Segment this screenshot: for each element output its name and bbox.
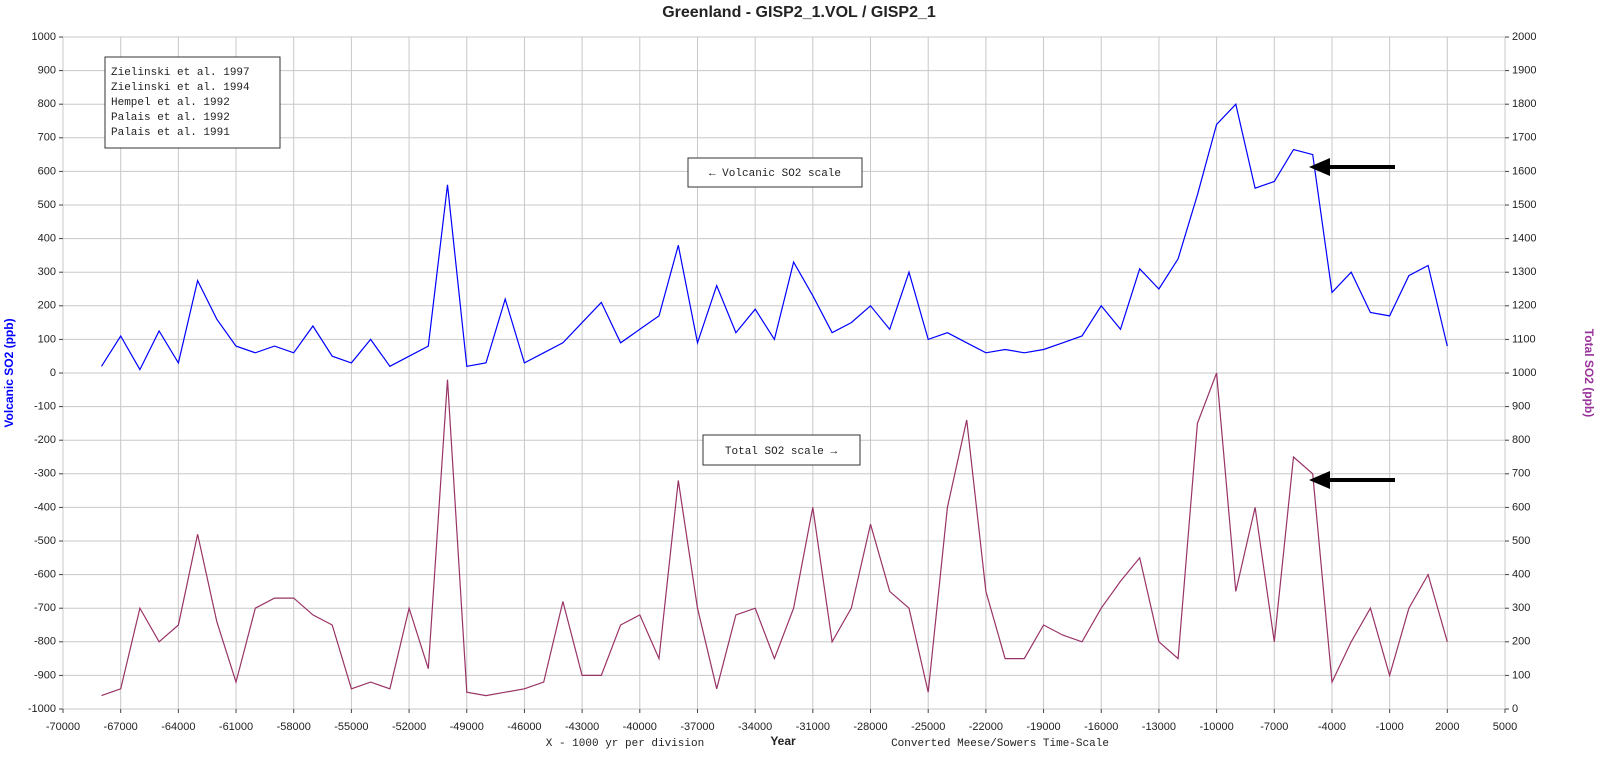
- x-axis-label: Year: [770, 734, 796, 748]
- x-tick-label: -10000: [1199, 721, 1233, 733]
- annotation: X - 1000 yr per division: [546, 738, 704, 750]
- y2-tick-label: 1900: [1512, 65, 1536, 77]
- arrow: [1309, 158, 1395, 176]
- y2-tick-label: 1200: [1512, 300, 1536, 312]
- y-tick-label: -200: [34, 434, 56, 446]
- x-tick-label: 5000: [1493, 721, 1517, 733]
- y-tick-label: 100: [38, 333, 56, 345]
- y-tick-label: 900: [38, 65, 56, 77]
- y-tick-label: 300: [38, 266, 56, 278]
- y2-tick-label: 1700: [1512, 132, 1536, 144]
- y-tick-label: 600: [38, 165, 56, 177]
- x-tick-label: -7000: [1260, 721, 1288, 733]
- x-tick-label: -28000: [853, 721, 887, 733]
- x-tick-label: -4000: [1318, 721, 1346, 733]
- annotation: ← Volcanic SO2 scale: [709, 168, 841, 180]
- reference: Palais et al. 1991: [111, 127, 230, 139]
- x-tick-label: -64000: [161, 721, 195, 733]
- arrow: [1309, 471, 1395, 489]
- y2-tick-label: 2000: [1512, 31, 1536, 43]
- y-tick-label: -400: [34, 501, 56, 513]
- y2-tick-label: 200: [1512, 636, 1530, 648]
- y2-tick-label: 1300: [1512, 266, 1536, 278]
- x-tick-label: 2000: [1435, 721, 1459, 733]
- x-tick-label: -58000: [277, 721, 311, 733]
- y-tick-label: 800: [38, 98, 56, 110]
- x-tick-label: -70000: [46, 721, 80, 733]
- y2-tick-label: 700: [1512, 468, 1530, 480]
- x-tick-label: -19000: [1026, 721, 1060, 733]
- x-tick-label: -40000: [623, 721, 657, 733]
- series-line: [101, 372, 1448, 697]
- y-tick-label: -900: [34, 669, 56, 681]
- x-tick-label: -34000: [738, 721, 772, 733]
- y2-tick-label: 1100: [1512, 333, 1536, 345]
- y2-tick-label: 100: [1512, 669, 1530, 681]
- y-tick-label: 200: [38, 300, 56, 312]
- y-tick-label: 400: [38, 233, 56, 245]
- y-tick-label: 500: [38, 199, 56, 211]
- x-tick-label: -13000: [1142, 721, 1176, 733]
- annotation-box: [702, 434, 861, 466]
- y2-tick-label: 500: [1512, 535, 1530, 547]
- y-tick-label: -1000: [28, 703, 56, 715]
- y-tick-label: -700: [34, 602, 56, 614]
- chart-title: Greenland - GISP2_1.VOL / GISP2_1: [662, 4, 936, 21]
- y2-tick-label: 800: [1512, 434, 1530, 446]
- y2-tick-label: 1500: [1512, 199, 1536, 211]
- x-tick-label: -37000: [680, 721, 714, 733]
- annotation: Converted Meese/Sowers Time-Scale: [891, 738, 1109, 750]
- x-tick-label: -52000: [392, 721, 426, 733]
- x-tick-label: -31000: [796, 721, 830, 733]
- y-tick-label: -800: [34, 636, 56, 648]
- x-tick-label: -61000: [219, 721, 253, 733]
- reference: Hempel et al. 1992: [111, 97, 230, 109]
- y-tick-label: 0: [50, 367, 56, 379]
- y2-tick-label: 400: [1512, 569, 1530, 581]
- reference-box: [104, 56, 281, 149]
- reference: Zielinski et al. 1994: [111, 82, 250, 94]
- x-tick-label: -49000: [450, 721, 484, 733]
- y2-tick-label: 1800: [1512, 98, 1536, 110]
- y-tick-label: 1000: [32, 31, 56, 43]
- y2-tick-label: 600: [1512, 501, 1530, 513]
- x-tick-label: -46000: [507, 721, 541, 733]
- grid: [62, 36, 1506, 710]
- series-lines: [100, 102, 1448, 697]
- x-tick-label: -25000: [911, 721, 945, 733]
- y-tick-label: -300: [34, 468, 56, 480]
- x-tick-label: -1000: [1376, 721, 1404, 733]
- y2-axis-label: Total SO2 (ppb): [1582, 329, 1596, 417]
- annotation: Total SO2 scale →: [725, 446, 838, 458]
- x-tick-label: -16000: [1084, 721, 1118, 733]
- reference: Zielinski et al. 1997: [111, 67, 250, 79]
- y2-tick-label: 300: [1512, 602, 1530, 614]
- y-tick-label: -100: [34, 401, 56, 413]
- annotation-box: [687, 157, 863, 188]
- y2-tick-label: 1400: [1512, 233, 1536, 245]
- y2-tick-label: 900: [1512, 401, 1530, 413]
- series-line: [100, 102, 1448, 371]
- x-tick-label: -55000: [334, 721, 368, 733]
- y-tick-label: 700: [38, 132, 56, 144]
- x-tick-label: -22000: [969, 721, 1003, 733]
- y2-tick-label: 1600: [1512, 165, 1536, 177]
- x-tick-label: -43000: [565, 721, 599, 733]
- y-tick-label: -500: [34, 535, 56, 547]
- y2-tick-label: 0: [1512, 703, 1518, 715]
- y-axis-label: Volcanic SO2 (ppb): [2, 318, 16, 427]
- reference: Palais et al. 1992: [111, 112, 230, 124]
- y2-tick-label: 1000: [1512, 367, 1536, 379]
- y-tick-label: -600: [34, 569, 56, 581]
- x-tick-label: -67000: [104, 721, 138, 733]
